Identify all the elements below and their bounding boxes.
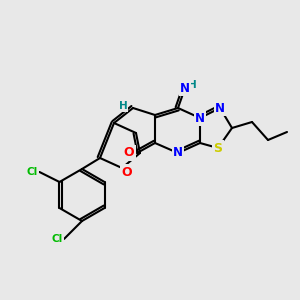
Text: H: H: [118, 101, 127, 111]
Text: N: N: [215, 101, 225, 115]
Text: O: O: [122, 166, 132, 178]
Text: N: N: [173, 146, 183, 160]
Text: H: H: [188, 80, 196, 90]
Text: N: N: [195, 112, 205, 124]
Text: N: N: [180, 82, 190, 94]
Text: O: O: [124, 146, 134, 160]
Text: Cl: Cl: [27, 167, 38, 177]
Text: S: S: [214, 142, 223, 154]
Text: Cl: Cl: [51, 234, 63, 244]
